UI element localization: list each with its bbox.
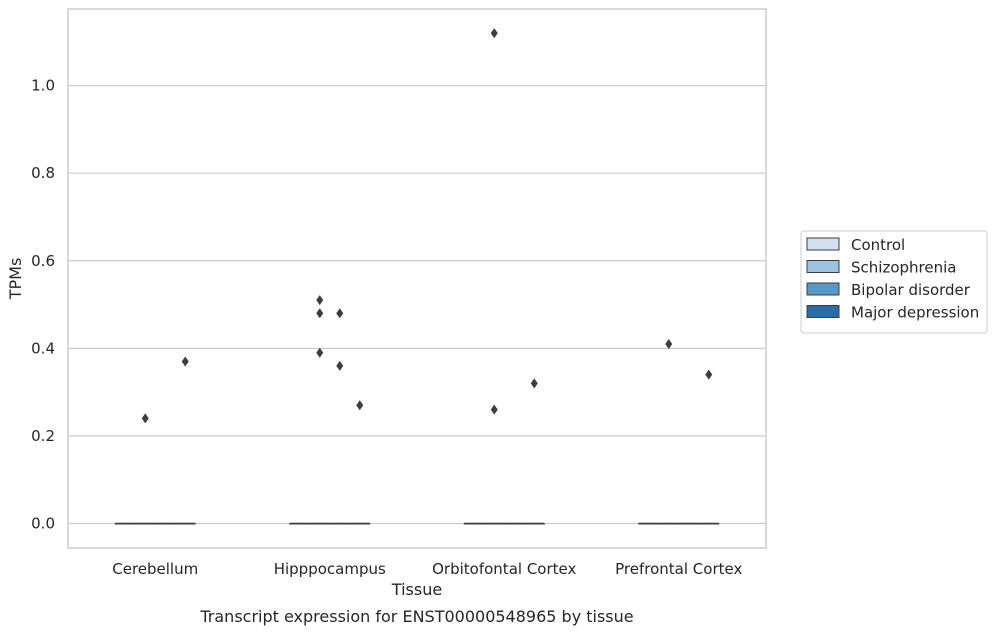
plot-frame bbox=[67, 8, 767, 549]
y-tick-label: 0.2 bbox=[31, 427, 55, 445]
outlier-point bbox=[336, 308, 344, 319]
y-tick-label: 1.0 bbox=[31, 77, 55, 95]
legend-label: Schizophrenia bbox=[851, 259, 956, 277]
legend-frame bbox=[800, 230, 988, 334]
x-tick-label: Orbitofontal Cortex bbox=[432, 560, 576, 578]
outlier-point bbox=[530, 378, 538, 389]
x-tick-labels: Cerebellum Hipppocampus Orbitofontal Corte… bbox=[112, 560, 742, 578]
legend-swatch bbox=[806, 260, 840, 273]
outlier-point bbox=[316, 295, 324, 306]
outlier-point bbox=[181, 356, 189, 367]
x-tick-label: Cerebellum bbox=[112, 560, 198, 578]
y-tick-label: 0.8 bbox=[31, 164, 55, 182]
outlier-point bbox=[316, 308, 324, 319]
legend-label: Bipolar disorder bbox=[851, 281, 971, 299]
legend-swatch bbox=[806, 237, 840, 251]
outlier-point bbox=[141, 413, 149, 424]
outlier-point bbox=[490, 28, 498, 39]
y-axis-label: TPMs bbox=[6, 258, 25, 301]
outlier-point bbox=[490, 404, 498, 415]
outlier-point bbox=[316, 347, 324, 358]
legend-label: Control bbox=[851, 236, 905, 254]
legend-swatch bbox=[806, 282, 840, 296]
boxes bbox=[114, 522, 720, 525]
chart-caption: Transcript expression for ENST0000054896… bbox=[199, 607, 633, 626]
y-tick-label: 0.4 bbox=[31, 339, 55, 357]
outlier-point bbox=[356, 400, 364, 411]
x-tick-label: Prefrontal Cortex bbox=[615, 560, 742, 578]
legend-swatch bbox=[806, 305, 840, 318]
legend-label: Major depression bbox=[851, 304, 979, 322]
outlier-points bbox=[141, 28, 713, 424]
outlier-point bbox=[665, 338, 673, 349]
y-tick-label: 0.6 bbox=[31, 252, 55, 270]
x-tick-label: Hipppocampus bbox=[274, 560, 386, 578]
legend: Control Schizophrenia Bipolar disorder Majo… bbox=[800, 230, 988, 334]
grid-lines bbox=[68, 85, 766, 525]
x-axis-label: Tissue bbox=[391, 580, 442, 599]
y-tick-label: 0.0 bbox=[31, 514, 55, 532]
outlier-point bbox=[336, 360, 344, 371]
y-tick-labels: 0.0 0.2 0.4 0.6 0.8 1.0 bbox=[31, 77, 55, 533]
outlier-point bbox=[705, 369, 713, 380]
